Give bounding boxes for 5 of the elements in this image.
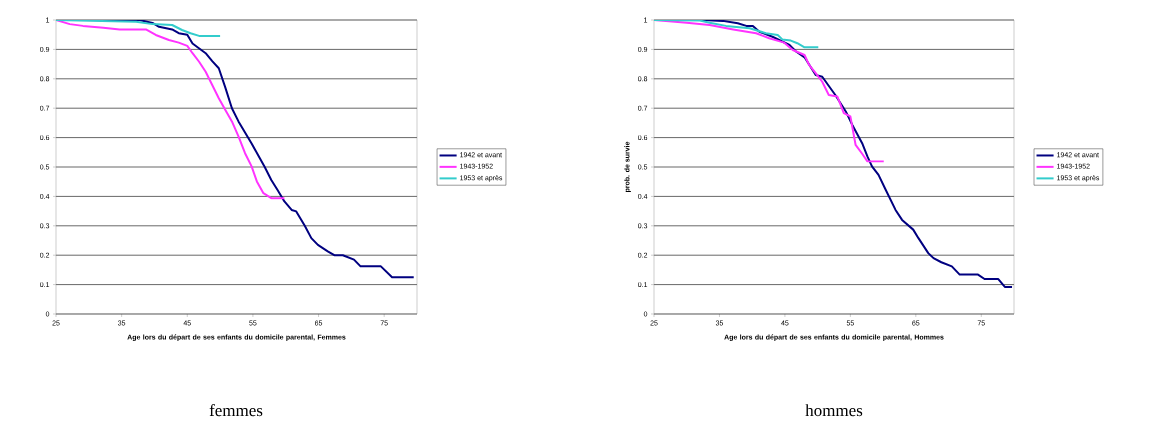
text: femmes xyxy=(209,404,263,417)
line-series xyxy=(56,20,286,200)
text: hommes xyxy=(805,404,863,417)
line-series xyxy=(654,20,820,49)
line-series xyxy=(56,20,222,37)
